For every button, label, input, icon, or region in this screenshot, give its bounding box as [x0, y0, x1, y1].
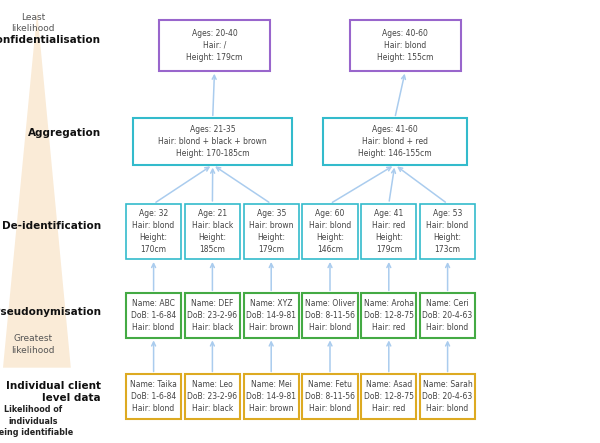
- Text: Pseudonymisation: Pseudonymisation: [0, 307, 101, 317]
- Text: Age: 21
Hair: black
Height:
185cm: Age: 21 Hair: black Height: 185cm: [192, 209, 233, 254]
- Bar: [420, 293, 475, 338]
- Bar: [126, 204, 181, 259]
- Bar: [185, 374, 240, 419]
- Bar: [420, 374, 475, 419]
- Text: Greatest
likelihood: Greatest likelihood: [11, 334, 55, 354]
- Text: Name: Taika
DoB: 1-6-84
Hair: blond: Name: Taika DoB: 1-6-84 Hair: blond: [130, 380, 177, 413]
- Bar: [420, 204, 475, 259]
- Text: Name: Ceri
DoB: 20-4-63
Hair: blond: Name: Ceri DoB: 20-4-63 Hair: blond: [422, 299, 473, 332]
- Text: Name: XYZ
DoB: 14-9-81
Hair: brown: Name: XYZ DoB: 14-9-81 Hair: brown: [246, 299, 296, 332]
- Text: Name: ABC
DoB: 1-6-84
Hair: blond: Name: ABC DoB: 1-6-84 Hair: blond: [131, 299, 176, 332]
- Bar: [185, 293, 240, 338]
- Text: Name: Asad
DoB: 12-8-75
Hair: red: Name: Asad DoB: 12-8-75 Hair: red: [364, 380, 414, 413]
- Text: Individual client
level data: Individual client level data: [6, 381, 101, 403]
- Text: Ages: 40-60
Hair: blond
Height: 155cm: Ages: 40-60 Hair: blond Height: 155cm: [377, 29, 433, 62]
- Bar: [126, 374, 181, 419]
- Text: Ages: 21-35
Hair: blond + black + brown
Height: 170-185cm: Ages: 21-35 Hair: blond + black + brown …: [158, 125, 267, 158]
- Text: Name: Mei
DoB: 14-9-81
Hair: brown: Name: Mei DoB: 14-9-81 Hair: brown: [246, 380, 296, 413]
- Polygon shape: [3, 11, 71, 368]
- Text: Least
likelihood: Least likelihood: [11, 13, 55, 33]
- Text: Confidentialisation: Confidentialisation: [0, 35, 101, 45]
- Bar: [361, 293, 416, 338]
- Bar: [361, 204, 416, 259]
- Bar: [361, 374, 416, 419]
- Text: Name: Leo
DoB: 23-2-96
Hair: black: Name: Leo DoB: 23-2-96 Hair: black: [187, 380, 238, 413]
- Bar: [302, 204, 358, 259]
- Text: Name: Fetu
DoB: 8-11-56
Hair: blond: Name: Fetu DoB: 8-11-56 Hair: blond: [305, 380, 355, 413]
- Text: Name: DEF
DoB: 23-2-96
Hair: black: Name: DEF DoB: 23-2-96 Hair: black: [187, 299, 238, 332]
- Bar: [244, 293, 299, 338]
- Bar: [159, 20, 270, 71]
- Bar: [302, 374, 358, 419]
- Text: Name: Aroha
DoB: 12-8-75
Hair: red: Name: Aroha DoB: 12-8-75 Hair: red: [364, 299, 414, 332]
- Bar: [244, 374, 299, 419]
- Text: De-identification: De-identification: [2, 221, 101, 231]
- Bar: [185, 204, 240, 259]
- Text: Name: Sarah
DoB: 20-4-63
Hair: blond: Name: Sarah DoB: 20-4-63 Hair: blond: [422, 380, 473, 413]
- Bar: [133, 118, 292, 165]
- Bar: [126, 293, 181, 338]
- Bar: [244, 204, 299, 259]
- Bar: [323, 118, 467, 165]
- Text: Age: 60
Hair: blond
Height:
146cm: Age: 60 Hair: blond Height: 146cm: [309, 209, 351, 254]
- Text: Age: 35
Hair: brown
Height:
179cm: Age: 35 Hair: brown Height: 179cm: [249, 209, 293, 254]
- Text: Aggregation: Aggregation: [28, 128, 101, 138]
- Text: Ages: 41-60
Hair: blond + red
Height: 146-155cm: Ages: 41-60 Hair: blond + red Height: 14…: [358, 125, 431, 158]
- Text: Name: Oliver
DoB: 8-11-56
Hair: blond: Name: Oliver DoB: 8-11-56 Hair: blond: [305, 299, 355, 332]
- Text: Age: 41
Hair: red
Height:
179cm: Age: 41 Hair: red Height: 179cm: [372, 209, 406, 254]
- Text: Ages: 20-40
Hair: /
Height: 179cm: Ages: 20-40 Hair: / Height: 179cm: [187, 29, 242, 62]
- Text: Age: 32
Hair: blond
Height:
170cm: Age: 32 Hair: blond Height: 170cm: [133, 209, 175, 254]
- Bar: [302, 293, 358, 338]
- Bar: [350, 20, 461, 71]
- Text: Age: 53
Hair: blond
Height:
173cm: Age: 53 Hair: blond Height: 173cm: [427, 209, 469, 254]
- Text: Likelihood of
individuals
being identifiable: Likelihood of individuals being identifi…: [0, 405, 73, 437]
